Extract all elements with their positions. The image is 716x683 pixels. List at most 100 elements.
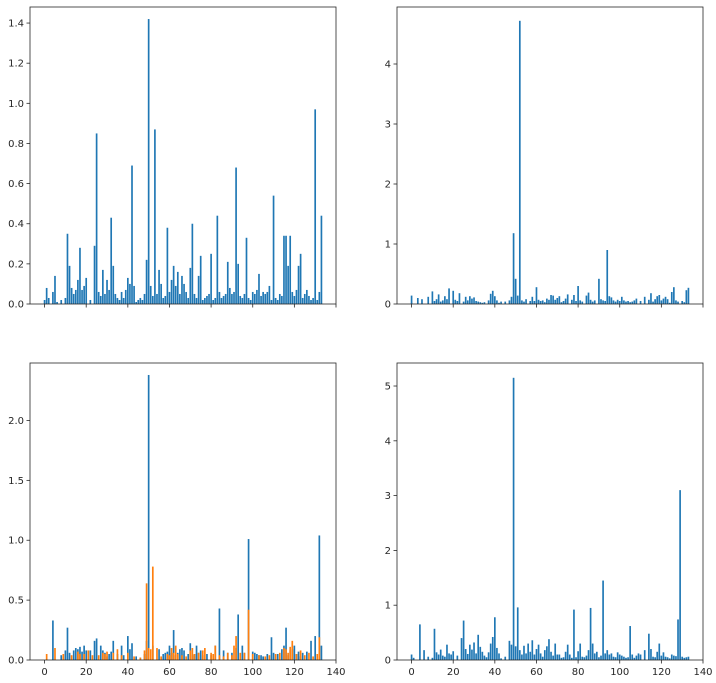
bar bbox=[199, 650, 202, 660]
bar bbox=[295, 289, 298, 304]
bar bbox=[197, 275, 200, 304]
bar bbox=[299, 650, 302, 660]
bar bbox=[52, 620, 54, 660]
bar bbox=[174, 645, 177, 660]
bar bbox=[316, 299, 319, 304]
bar-series-blue bbox=[52, 374, 323, 660]
bar bbox=[668, 302, 671, 304]
bar bbox=[312, 297, 314, 304]
bar bbox=[127, 652, 129, 660]
bar bbox=[64, 297, 67, 304]
bar bbox=[591, 643, 594, 660]
bar bbox=[568, 654, 571, 660]
bar bbox=[293, 645, 296, 660]
bar bbox=[627, 301, 629, 304]
bar bbox=[243, 652, 246, 660]
y-tick-label: 3 bbox=[385, 491, 391, 502]
bar bbox=[258, 273, 260, 304]
bar bbox=[637, 653, 640, 660]
bar bbox=[89, 299, 92, 304]
bar bbox=[85, 650, 88, 660]
bar bbox=[512, 377, 515, 660]
bar bbox=[139, 657, 142, 660]
bar bbox=[160, 283, 162, 304]
bar bbox=[566, 644, 569, 660]
bar bbox=[681, 656, 684, 660]
bar bbox=[523, 645, 525, 660]
bar bbox=[262, 291, 264, 304]
bar bbox=[87, 650, 90, 660]
bar bbox=[241, 645, 244, 660]
bar bbox=[614, 657, 617, 660]
bar bbox=[114, 293, 117, 304]
bar bbox=[500, 658, 502, 660]
bar bbox=[448, 288, 450, 304]
bar bbox=[677, 301, 679, 304]
bar bbox=[577, 651, 579, 660]
bar bbox=[260, 655, 262, 660]
bar bbox=[525, 299, 527, 304]
bar bbox=[685, 657, 688, 660]
bar bbox=[306, 289, 308, 304]
bar bbox=[258, 655, 260, 660]
bar bbox=[575, 301, 577, 304]
bar bbox=[299, 253, 302, 304]
bar bbox=[93, 640, 96, 660]
bar bbox=[147, 374, 150, 660]
bar bbox=[176, 654, 179, 660]
bar bbox=[464, 296, 467, 304]
bar bbox=[625, 657, 627, 660]
bar bbox=[577, 286, 579, 304]
bar bbox=[239, 652, 242, 660]
bar bbox=[521, 654, 523, 660]
bar bbox=[564, 651, 567, 660]
bar bbox=[303, 655, 306, 660]
x-tick-label: 120 bbox=[652, 667, 671, 678]
bar bbox=[297, 265, 300, 304]
bar bbox=[604, 301, 606, 304]
bar bbox=[620, 655, 623, 660]
bar bbox=[201, 650, 204, 660]
bar bbox=[112, 265, 115, 304]
bar bbox=[537, 644, 540, 660]
bar bbox=[133, 285, 135, 304]
bar bbox=[441, 655, 444, 660]
axes-frame bbox=[29, 362, 337, 661]
bar bbox=[673, 655, 675, 660]
bar bbox=[471, 649, 473, 660]
bar bbox=[287, 265, 289, 304]
bar bbox=[666, 657, 669, 660]
bar bbox=[662, 652, 665, 660]
bar bbox=[281, 295, 283, 304]
bar bbox=[508, 640, 511, 660]
bar bbox=[510, 296, 513, 304]
bar bbox=[212, 654, 215, 660]
bar bbox=[218, 291, 221, 304]
subplot-top-right: 0 1 2 3 4 bbox=[385, 6, 704, 311]
bar bbox=[483, 655, 486, 660]
bar bbox=[110, 217, 113, 304]
bar bbox=[170, 279, 173, 304]
axes-frame bbox=[29, 6, 337, 305]
bar bbox=[191, 648, 194, 660]
bar bbox=[562, 301, 565, 304]
bar bbox=[108, 289, 110, 304]
bar bbox=[635, 655, 638, 660]
bar bbox=[452, 290, 455, 304]
bar bbox=[462, 301, 465, 304]
bar bbox=[181, 648, 183, 660]
bar bbox=[620, 296, 623, 304]
bar bbox=[596, 651, 598, 660]
bar bbox=[231, 293, 233, 304]
bar bbox=[308, 295, 310, 304]
bar bbox=[514, 278, 517, 304]
bar bbox=[151, 566, 154, 660]
bar bbox=[281, 649, 283, 660]
bar bbox=[602, 300, 604, 304]
bar bbox=[433, 301, 436, 304]
bar bbox=[448, 653, 450, 660]
bar bbox=[581, 656, 584, 660]
bar bbox=[297, 651, 300, 660]
bar bbox=[278, 652, 281, 660]
